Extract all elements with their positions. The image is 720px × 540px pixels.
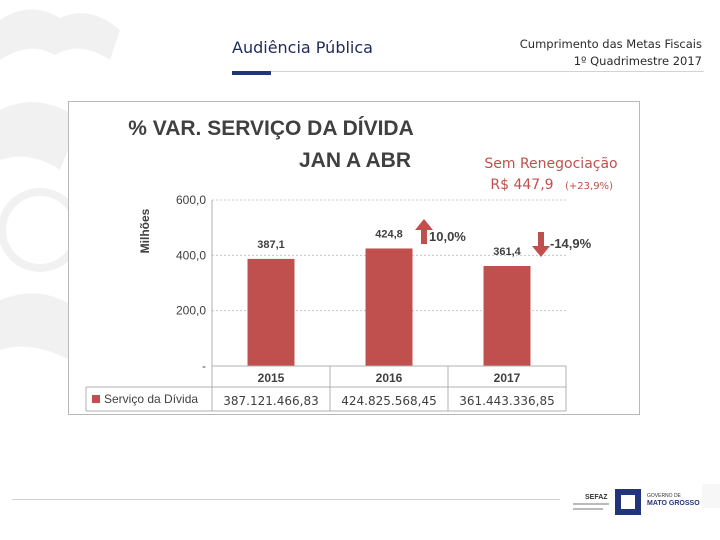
- data-label-2017: 361,4: [493, 246, 521, 258]
- sefaz-logo: SEFAZ: [585, 494, 608, 501]
- sem-renegociacao-title: Sem Renegociação: [484, 156, 617, 172]
- footer-edge-bar: [702, 484, 720, 508]
- y-tick-label: 400,0: [176, 248, 206, 262]
- bar-2017: [483, 266, 531, 366]
- table-value-2015: 387.121.466,83: [223, 394, 318, 408]
- up-arrow-icon: [415, 219, 433, 244]
- var-2017-annotation: -14,9%: [532, 232, 592, 257]
- bar-2015: [247, 258, 295, 366]
- chart-title-line-1: % VAR. SERVIÇO DA DÍVIDA: [128, 117, 414, 140]
- x-tick-label-2015: 2015: [258, 371, 285, 385]
- subtitle-line-2: 1º Quadrimestre 2017: [573, 54, 702, 68]
- data-label-2015: 387,1: [257, 239, 285, 251]
- subtitle-line-1: Cumprimento das Metas Fiscais: [519, 37, 702, 51]
- down-arrow-icon: [532, 232, 550, 257]
- legend-series-label: Serviço da Dívida: [104, 392, 198, 406]
- page-title: Audiência Pública: [232, 38, 373, 57]
- table-value-2017: 361.443.336,85: [459, 394, 554, 408]
- chart-data-table: Serviço da Dívida 2015 387.121.466,83 2016…: [85, 365, 567, 412]
- legend-swatch: [92, 395, 100, 403]
- y-tick-label: 200,0: [176, 304, 206, 318]
- sem-renegociacao-pct: (+23,9%): [565, 181, 613, 192]
- var-2016-label: 10,0%: [429, 229, 466, 244]
- header-divider: [232, 71, 704, 72]
- sem-renegociacao-value: R$ 447,9: [490, 177, 553, 193]
- header-accent-bar: [232, 71, 271, 75]
- background-crest-watermark: [0, 9, 120, 360]
- var-2016-annotation: 10,0%: [415, 219, 466, 244]
- data-label-2016: 424,8: [375, 228, 403, 240]
- x-tick-label-2017: 2017: [494, 371, 521, 385]
- debt-service-chart: % VAR. SERVIÇO DA DÍVIDA JAN A ABR Sem R…: [85, 117, 618, 412]
- table-value-2016: 424.825.568,45: [341, 394, 436, 408]
- footer-divider: [12, 499, 560, 500]
- gov-logo-line-1: GOVERNO DE: [647, 493, 682, 499]
- x-tick-label-2016: 2016: [376, 371, 403, 385]
- chart-title-line-2: JAN A ABR: [299, 149, 411, 172]
- chart-frame: [68, 101, 640, 415]
- footer-logos: SEFAZ GOVERNO DE MATO GROSSO: [573, 489, 700, 515]
- y-axis-label: Milhões: [138, 208, 152, 253]
- bar-2016: [365, 248, 413, 366]
- var-2017-label: -14,9%: [550, 236, 592, 251]
- y-tick-label: -: [202, 359, 206, 373]
- y-tick-label: 600,0: [176, 193, 206, 207]
- gov-logo-line-2: MATO GROSSO: [647, 500, 700, 507]
- page-subtitle: Cumprimento das Metas Fiscais 1º Quadrim…: [470, 36, 702, 70]
